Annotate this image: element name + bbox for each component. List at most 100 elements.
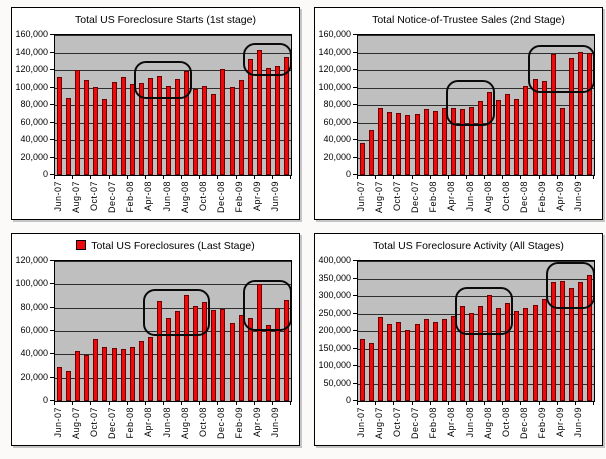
bar xyxy=(441,319,447,401)
y-axis-label: 160,000 xyxy=(15,29,48,39)
bar xyxy=(283,57,289,175)
gridline xyxy=(55,378,291,379)
x-axis-label: Dec-08 xyxy=(215,407,226,440)
x-axis-tick xyxy=(484,176,486,179)
bar xyxy=(405,330,411,401)
bar xyxy=(147,337,153,401)
x-axis-label: Oct-07 xyxy=(88,407,99,438)
bar xyxy=(387,112,393,175)
bar xyxy=(541,299,547,401)
x-axis-tick xyxy=(108,402,110,405)
highlight-box xyxy=(242,42,292,77)
x-axis-label: Feb-08 xyxy=(125,407,136,439)
x-axis-label: Feb-09 xyxy=(537,181,548,213)
bar xyxy=(550,282,556,401)
gridline xyxy=(358,35,594,36)
bar xyxy=(274,308,280,401)
bar xyxy=(414,324,420,401)
x-axis-tick xyxy=(357,402,358,405)
x-axis-tick xyxy=(217,176,219,179)
x-axis-tick xyxy=(290,176,291,179)
gridline xyxy=(55,123,291,124)
gridline xyxy=(55,261,291,262)
gridline xyxy=(55,308,291,309)
gridline xyxy=(55,35,291,36)
bar xyxy=(496,100,502,175)
bar xyxy=(478,306,484,401)
bar xyxy=(93,87,99,175)
y-axis-tick xyxy=(353,383,357,384)
x-axis-label: Jun-07 xyxy=(52,407,63,438)
y-axis-tick xyxy=(353,87,357,88)
x-axis-label: Oct-08 xyxy=(500,407,511,438)
x-axis-label: Dec-07 xyxy=(410,181,420,214)
bar xyxy=(283,300,289,401)
bar xyxy=(505,94,511,175)
x-axis-label: Jun-08 xyxy=(464,407,475,438)
x-axis-tick xyxy=(574,402,576,405)
bar xyxy=(129,347,135,401)
x-axis-label: Aug-07 xyxy=(70,407,81,440)
x-axis-tick xyxy=(162,176,164,179)
bar xyxy=(274,66,280,175)
chart-title-text: Total Notice-of-Trustee Sales (2nd Stage… xyxy=(372,14,565,26)
bar xyxy=(202,302,208,401)
y-axis-tick xyxy=(50,377,54,378)
x-axis-label: Oct-08 xyxy=(197,181,208,212)
x-axis-tick xyxy=(271,402,273,405)
bar xyxy=(369,130,375,175)
gridline xyxy=(358,70,594,71)
x-axis-tick xyxy=(72,402,74,405)
x-axis-label: Jun-08 xyxy=(161,407,172,438)
x-axis-label: Jun-08 xyxy=(464,181,475,212)
y-axis-label: 250,000 xyxy=(318,308,351,318)
chart-cell-foreclosures-last-stage: Total US Foreclosures (Last Stage) 120,0… xyxy=(0,230,303,459)
chart-cell-trustee-sales: Total Notice-of-Trustee Sales (2nd Stage… xyxy=(303,0,606,230)
bar xyxy=(84,80,90,175)
chart-frame-foreclosures-last-stage: Total US Foreclosures (Last Stage) 120,0… xyxy=(11,233,300,446)
bar xyxy=(256,284,262,401)
y-axis-label: 40,000 xyxy=(323,134,351,144)
highlight-box xyxy=(527,44,595,93)
gridline xyxy=(358,331,594,332)
bar xyxy=(387,324,393,401)
bar xyxy=(450,316,456,401)
y-axis-tick xyxy=(353,348,357,349)
y-axis-tick xyxy=(353,295,357,296)
x-axis-label: Apr-09 xyxy=(252,181,263,212)
y-axis-tick xyxy=(50,283,54,284)
y-axis-tick xyxy=(50,69,54,70)
y-axis-label: 100,000 xyxy=(15,82,48,92)
bar xyxy=(523,86,529,175)
x-axis-label: Feb-09 xyxy=(234,407,245,439)
x-axis-tick xyxy=(199,176,201,179)
bar xyxy=(568,288,574,401)
bar xyxy=(423,319,429,401)
highlight-box xyxy=(454,287,514,335)
plot-area xyxy=(54,34,292,176)
x-axis-tick xyxy=(429,176,431,179)
bar xyxy=(405,115,411,175)
gridline xyxy=(358,384,594,385)
y-axis-tick xyxy=(50,52,54,53)
x-axis-tick xyxy=(538,402,540,405)
y-axis-tick xyxy=(353,278,357,279)
bar xyxy=(66,371,72,401)
x-axis-tick xyxy=(393,402,395,405)
y-axis-tick xyxy=(353,157,357,158)
x-axis-tick xyxy=(253,176,255,179)
chart-title: Total US Foreclosure Starts (1st stage) xyxy=(40,14,291,26)
x-axis-label: Aug-08 xyxy=(482,407,493,440)
chart-cell-foreclosure-starts: Total US Foreclosure Starts (1st stage) … xyxy=(0,0,303,230)
y-axis-tick xyxy=(353,313,357,314)
y-axis-label: 20,000 xyxy=(20,152,48,162)
gridline xyxy=(55,331,291,332)
bar xyxy=(369,343,375,401)
highlight-box xyxy=(545,262,595,310)
y-axis-label: 100,000 xyxy=(15,278,48,288)
bar xyxy=(184,295,190,401)
gridline xyxy=(358,158,594,159)
x-axis-label: Jun-07 xyxy=(355,407,366,438)
chart-title: Total US Foreclosures (Last Stage) xyxy=(40,240,291,252)
x-axis-label: Dec-07 xyxy=(107,181,117,214)
